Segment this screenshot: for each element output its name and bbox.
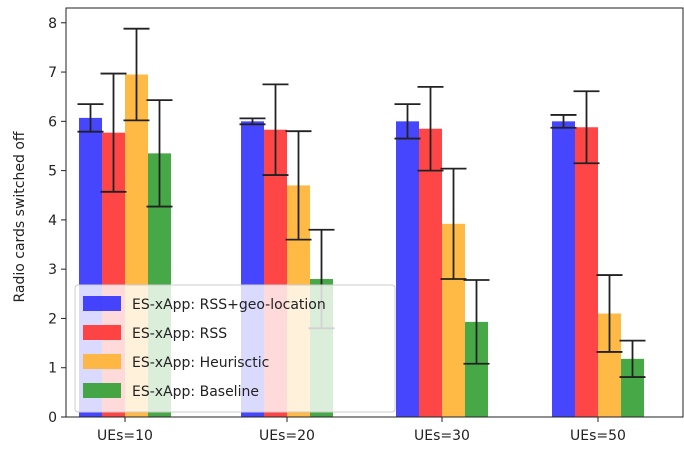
x-tick-label: UEs=20 bbox=[259, 428, 315, 444]
x-tick-label: UEs=10 bbox=[97, 428, 153, 444]
legend-swatch bbox=[83, 296, 121, 311]
bar-2-UEs=30 bbox=[419, 128, 442, 417]
axes-layer: 0 1 2 3 4 5 6 7 8 UEs=10 UEs=20 UEs=30 UEs=50 bbox=[48, 7, 684, 444]
legend-swatch bbox=[83, 383, 121, 398]
bar-3-UEs=50 bbox=[598, 313, 621, 417]
legend-label: ES-xApp: Heurisctic bbox=[132, 355, 269, 371]
plot-frame bbox=[65, 7, 684, 418]
legend-label: ES-xApp: Baseline bbox=[132, 384, 259, 400]
legend: ES-xApp: RSS+geo-location ES-xApp: RSS ES-… bbox=[74, 284, 396, 413]
bar-4-UEs=30 bbox=[465, 321, 488, 417]
y-tick-label: 5 bbox=[48, 164, 57, 180]
legend-label: ES-xApp: RSS+geo-location bbox=[132, 297, 326, 313]
y-tick-label: 7 bbox=[48, 65, 57, 81]
y-tick-label: 0 bbox=[48, 410, 57, 426]
bar-1-UEs=50 bbox=[552, 121, 575, 418]
error-bars-layer bbox=[77, 27, 646, 378]
bar-2-UEs=50 bbox=[575, 127, 598, 417]
y-tick-label: 1 bbox=[48, 361, 57, 377]
x-tick-label: UEs=30 bbox=[414, 428, 470, 444]
y-tick-label: 2 bbox=[48, 311, 57, 327]
legend-box bbox=[74, 284, 396, 413]
y-tick-label: 8 bbox=[48, 16, 57, 32]
legend-label: ES-xApp: RSS bbox=[132, 326, 227, 342]
bar-3-UEs=30 bbox=[442, 223, 465, 417]
legend-swatch bbox=[83, 325, 121, 340]
y-tick-label: 3 bbox=[48, 262, 57, 278]
x-tick-label: UEs=50 bbox=[570, 428, 626, 444]
y-axis-label: Radio cards switched off bbox=[12, 131, 28, 302]
bar-1-UEs=30 bbox=[396, 121, 419, 418]
y-tick-label: 6 bbox=[48, 114, 57, 130]
legend-swatch bbox=[83, 354, 121, 369]
bar-4-UEs=50 bbox=[621, 358, 644, 417]
y-tick-label: 4 bbox=[48, 213, 57, 229]
